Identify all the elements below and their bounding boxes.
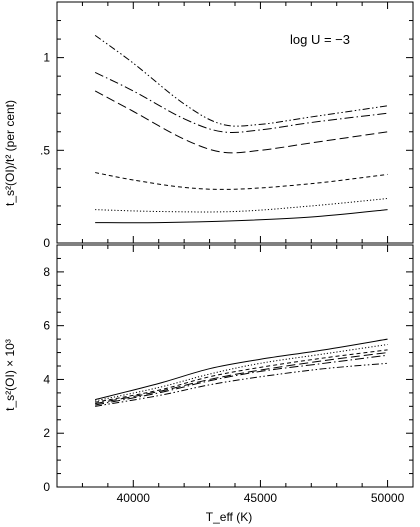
series-line-dashed [95, 172, 388, 190]
top-panel: 0.51 [40, 1, 414, 250]
y-tick-label: 8 [43, 265, 50, 279]
series-line-long-dashed [95, 352, 388, 405]
x-axis-label: T_eff (K) [206, 510, 252, 524]
y-tick-label: 6 [43, 319, 50, 333]
y-tick-label: 2 [43, 426, 50, 440]
y-tick-label: 1 [43, 51, 50, 65]
bottom-y-axis-title: t_s²(OI) × 10³ [3, 339, 17, 411]
series-line-dashed [95, 349, 388, 403]
series-line-dash-dot [94, 71, 388, 133]
y-tick-label: 0 [43, 236, 50, 250]
series-line-dotted [95, 343, 388, 402]
series-line-dash-dot [95, 354, 388, 406]
x-tick-label: 45000 [244, 491, 278, 505]
bottom-panel: 40000 45000 50000 0 2 4 6 8 [43, 244, 414, 505]
panel-annotation: log U = −3 [290, 32, 350, 47]
top-y-axis-title: t_s²(OI)/t² (per cent) [3, 100, 17, 206]
bottom-y-axis-label: t_s²(OI) × 10³ [3, 339, 17, 411]
y-tick-label: 0 [43, 480, 50, 494]
series-line-dotted [95, 198, 388, 213]
panel-frame-0 [56, 1, 414, 244]
y-tick-label: .5 [40, 143, 50, 157]
y-tick-label: 4 [43, 372, 50, 386]
top-y-axis-label: t_s²(OI)/t² (per cent) [3, 100, 17, 206]
series-line-dash-dot-dot [94, 34, 388, 127]
series-line-dash-dot-dot [95, 362, 388, 407]
series-line-long-dashed [94, 90, 388, 154]
series-line-solid [95, 338, 388, 401]
series-line-solid [95, 209, 388, 224]
x-tick-label: 50000 [371, 491, 405, 505]
x-tick-label: 40000 [117, 491, 151, 505]
